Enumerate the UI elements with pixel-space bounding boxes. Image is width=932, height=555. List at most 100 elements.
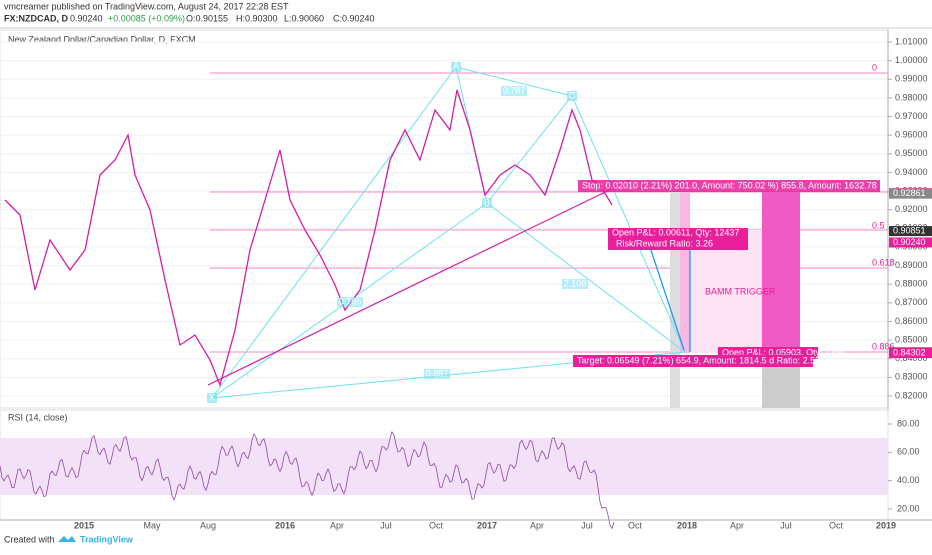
price-tick-label: 0.95000 bbox=[895, 148, 928, 158]
price-tick-label: 0.83000 bbox=[895, 372, 928, 382]
stop-box bbox=[578, 180, 880, 192]
fib-label: 0 bbox=[872, 62, 877, 72]
price-tick-label: 0.96000 bbox=[895, 130, 928, 140]
stop-text: Stop: 0.02010 (2.21%) 201.0, Amount: 750… bbox=[582, 180, 877, 190]
fib-label: 0.618 bbox=[872, 257, 895, 267]
price-label: 0.90240 bbox=[893, 237, 926, 247]
point-box bbox=[207, 393, 217, 403]
time-label: 2016 bbox=[275, 520, 295, 530]
arrows bbox=[644, 231, 691, 352]
footer-brand: TradingView bbox=[80, 534, 134, 544]
price-tick-label: 0.85000 bbox=[895, 334, 928, 344]
time-label: Apr bbox=[530, 520, 544, 530]
price-label: 0.84302 bbox=[893, 347, 926, 357]
rsi-tick-label: 40.00 bbox=[897, 475, 920, 485]
price-line bbox=[4, 89, 613, 388]
price-tick-label: 0.98000 bbox=[895, 92, 928, 102]
target-column bbox=[762, 192, 800, 353]
open: O:0.90155 bbox=[186, 13, 228, 23]
ratio-box bbox=[501, 86, 527, 96]
price-label: 0.92861 bbox=[893, 188, 926, 198]
fib-label: 0.5 bbox=[872, 220, 885, 230]
rsi-axis: 80.00 60.00 40.00 20.00 bbox=[888, 418, 920, 513]
time-label: 2015 bbox=[74, 520, 94, 530]
price-tick-label: 0.88000 bbox=[895, 279, 928, 289]
rr-text: Risk/Reward Ratio: 3.26 bbox=[616, 238, 713, 248]
price-tick-label: 0.84000 bbox=[895, 353, 928, 363]
time-label: 2018 bbox=[677, 520, 697, 530]
time-label: Apr bbox=[330, 520, 344, 530]
point-label: A bbox=[453, 61, 459, 71]
rsi-tick-label: 60.00 bbox=[897, 447, 920, 457]
pnl-box bbox=[608, 228, 748, 250]
price-tick-label: 0.86000 bbox=[895, 316, 928, 326]
fib-labels: 0 0.5 0.618 0.886 bbox=[872, 62, 895, 351]
point-box bbox=[567, 91, 577, 101]
zone-pink bbox=[680, 192, 690, 353]
symbol: FX:NZDCAD, D bbox=[4, 13, 68, 23]
time-label: 2019 bbox=[876, 520, 896, 530]
ratio-label: 0.787 bbox=[503, 85, 526, 95]
price-tick-label: 0.92000 bbox=[895, 204, 928, 214]
time-label: Apr bbox=[730, 520, 744, 530]
point-box bbox=[482, 198, 492, 208]
rsi-line bbox=[0, 430, 615, 530]
change: +0.00085 (+0.09%) bbox=[108, 13, 185, 23]
point-box bbox=[451, 62, 461, 72]
point-label: B bbox=[484, 197, 490, 207]
target-text: Target: 0.06549 (7.21%) 654.9, Amount: 1… bbox=[577, 355, 820, 365]
price-label-bg bbox=[889, 237, 932, 248]
publisher: vmcreamer published on TradingView.com, … bbox=[4, 1, 289, 11]
ratio-label: 0.887 bbox=[426, 368, 449, 378]
price-tick-label: 0.82000 bbox=[895, 390, 928, 400]
last: 0.90240 bbox=[70, 13, 103, 23]
rsi-title: RSI (14, close) bbox=[8, 412, 68, 422]
point-label: X bbox=[209, 392, 215, 402]
trend-line bbox=[207, 179, 631, 386]
ratio-box bbox=[424, 369, 450, 379]
price-tick-label: 1.00000 bbox=[895, 55, 928, 65]
fib-label: 0.886 bbox=[872, 341, 895, 351]
ratio-label: 2.108 bbox=[564, 278, 587, 288]
bamm-text: BAMM TRIGGER bbox=[705, 286, 776, 296]
chart-title: New Zealand Dollar/Canadian Dollar, D, F… bbox=[8, 34, 196, 44]
price-axis: 1.01000 1.00000 0.99000 0.98000 0.97000 0.960… bbox=[888, 36, 932, 400]
rsi-band bbox=[0, 438, 888, 495]
pnl2-text: Open P&L: 0.05903, Qty: 7394 bbox=[722, 347, 845, 357]
ratio-label: 0.786 bbox=[339, 296, 362, 306]
high: H:0.90300 bbox=[236, 13, 278, 23]
point-label: C bbox=[569, 90, 576, 100]
ratio-box bbox=[562, 279, 588, 289]
time-label: Oct bbox=[829, 520, 844, 530]
price-tick-label: 0.87000 bbox=[895, 297, 928, 307]
close: C:0.90240 bbox=[333, 13, 375, 23]
price-label-bg bbox=[889, 188, 932, 199]
time-label: Jul bbox=[380, 520, 392, 530]
time-label: Oct bbox=[628, 520, 643, 530]
bamm-zone bbox=[680, 230, 762, 353]
time-label: 2017 bbox=[477, 520, 497, 530]
time-axis: 2015 May Aug 2016 Apr Jul Oct 2017 Apr Jul Oct 2018… bbox=[74, 520, 896, 530]
price-tick-label: 0.94000 bbox=[895, 167, 928, 177]
price-tick-label: 0.99000 bbox=[895, 74, 928, 84]
time-label: Jul bbox=[780, 520, 792, 530]
pnl-text: Open P&L: 0.00611, Qty: 12437 bbox=[612, 227, 739, 237]
rsi-tick-label: 20.00 bbox=[897, 503, 920, 513]
logo bbox=[58, 536, 76, 542]
price-tick-label: 1.01000 bbox=[895, 36, 928, 46]
time-label: Jul bbox=[581, 520, 593, 530]
price-tick-label: 0.97000 bbox=[895, 111, 928, 121]
time-label: Aug bbox=[200, 520, 216, 530]
price-label: 0.90851 bbox=[893, 225, 926, 235]
price-tick-label: 0.89000 bbox=[895, 260, 928, 270]
target-box bbox=[573, 355, 813, 367]
price-label-bg bbox=[889, 226, 932, 237]
ratio-box bbox=[337, 297, 363, 307]
time-label: May bbox=[143, 520, 161, 530]
zone-gray bbox=[670, 192, 680, 408]
pattern-labels: A C B X 0.787 0.786 2.108 0.887 bbox=[207, 61, 588, 403]
low: L:0.90060 bbox=[284, 13, 324, 23]
time-label: Oct bbox=[429, 520, 444, 530]
price-label-bg bbox=[889, 348, 932, 359]
